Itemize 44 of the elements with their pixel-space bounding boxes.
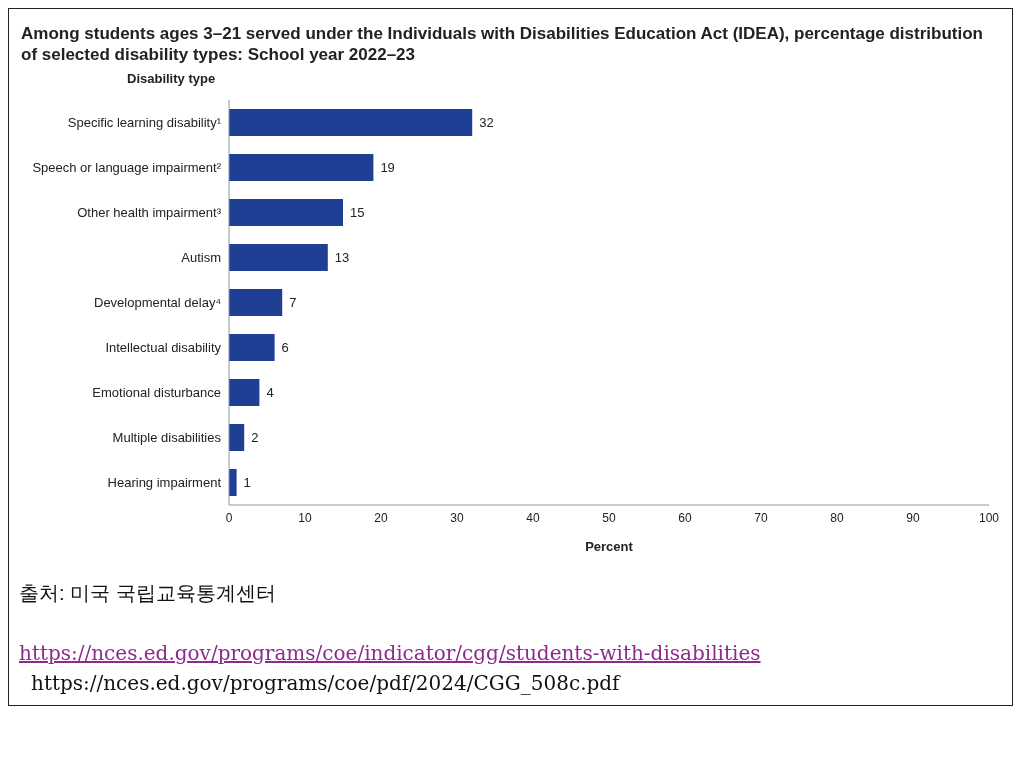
- y-tick-label: Intellectual disability: [105, 340, 222, 356]
- data-label: 32: [479, 115, 494, 131]
- bar: [229, 199, 343, 226]
- x-tick-label: 60: [678, 510, 692, 525]
- source-note: 출처: 미국 국립교육통계센터: [19, 581, 277, 606]
- x-tick-label: 80: [830, 510, 844, 525]
- bar: [229, 334, 275, 361]
- y-axis-title: Disability type: [126, 71, 217, 88]
- y-tick-label: Speech or language impairment²: [32, 160, 222, 176]
- bar: [229, 244, 328, 271]
- bar: [229, 289, 283, 316]
- data-label: 2: [251, 430, 259, 446]
- x-tick-label: 30: [450, 510, 464, 525]
- bar: [229, 469, 237, 496]
- x-tick-label: 0: [225, 510, 233, 525]
- x-tick-label: 70: [754, 510, 768, 525]
- x-tick-label: 90: [906, 510, 920, 525]
- y-tick-label: Multiple disabilities: [112, 430, 222, 446]
- text: https://nces.ed.gov/programs/coe/indicator/cgg/students-with-disabilities: [19, 641, 762, 665]
- y-tick-label: Developmental delay⁴: [94, 295, 221, 311]
- bar: [229, 424, 245, 451]
- y-tick-label: Specific learning disability¹: [67, 115, 222, 131]
- x-axis-title: Percent: [585, 539, 634, 554]
- data-label: 7: [289, 295, 297, 311]
- bar: [229, 154, 374, 181]
- data-label: 4: [266, 385, 274, 401]
- x-tick-label: 20: [374, 510, 388, 525]
- data-label: 13: [334, 250, 350, 266]
- data-label: 6: [281, 340, 289, 356]
- x-tick-label: 100: [978, 510, 1000, 525]
- data-label: 19: [380, 160, 395, 176]
- text: https://nces.ed.gov/programs/coe/pdf/2024/CGG_508c.pdf: [30, 671, 622, 695]
- y-tick-label: Emotional disturbance: [92, 385, 221, 401]
- data-label: 1: [243, 475, 251, 491]
- x-tick-label: 10: [298, 510, 312, 525]
- bar: [229, 109, 473, 136]
- bar: [229, 379, 260, 406]
- x-tick-label: 50: [602, 510, 616, 525]
- y-tick-label: Other health impairment³: [77, 205, 222, 221]
- y-tick-label: Autism: [181, 250, 221, 266]
- data-label: 15: [350, 205, 365, 221]
- chart-title: Among students ages 3–21 served under the Individuals with Disabilities Education Act (IDEA), percentage distribution of selected disability types: School year 2022–23: [20, 23, 984, 66]
- x-tick-label: 40: [526, 510, 540, 525]
- y-tick-label: Hearing impairment: [107, 475, 222, 491]
